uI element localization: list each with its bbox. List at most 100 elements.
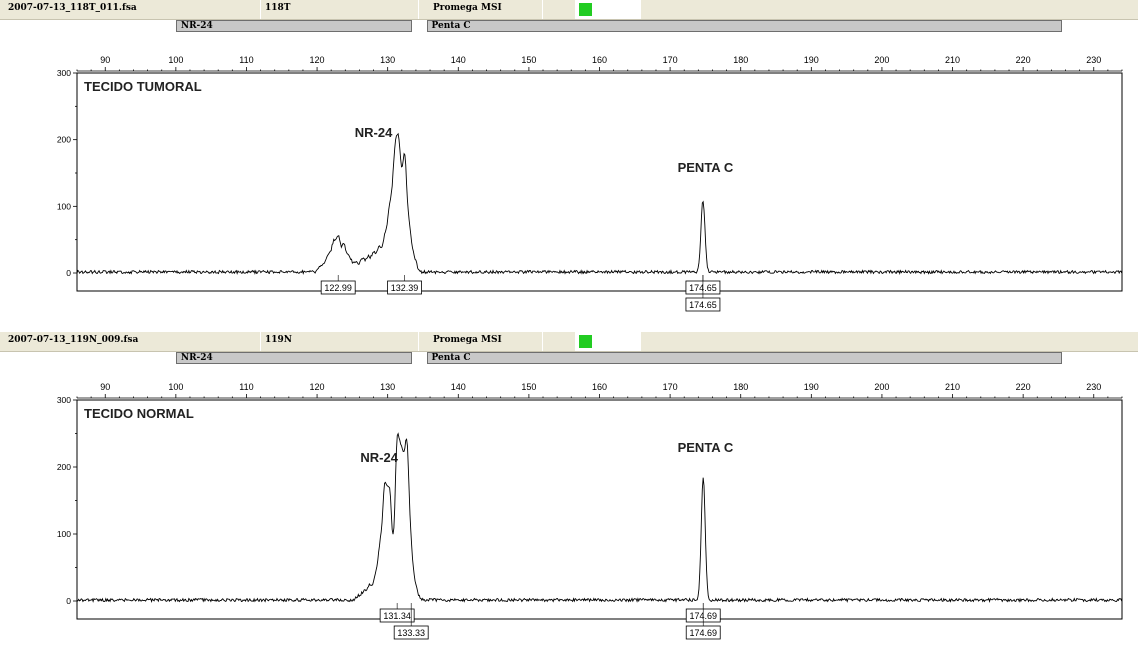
peak-point <box>384 496 386 498</box>
x-tick-label: 210 <box>945 55 960 65</box>
x-tick-label: 230 <box>1086 55 1101 65</box>
x-tick-label: 130 <box>380 382 395 392</box>
status-indicator-icon[interactable] <box>579 335 592 348</box>
x-tick-label: 150 <box>521 382 536 392</box>
allele-call-box[interactable]: 133.33 <box>393 603 429 640</box>
status-indicator-icon[interactable] <box>579 3 592 16</box>
x-tick-label: 160 <box>592 382 607 392</box>
allele-call-frame <box>393 625 429 640</box>
peak-point <box>389 215 391 217</box>
allele-call-box[interactable]: 174.65 <box>685 275 721 312</box>
peak-point <box>398 162 400 164</box>
y-tick-label: 100 <box>57 201 71 211</box>
x-tick-label: 200 <box>874 382 889 392</box>
x-tick-label: 130 <box>380 55 395 65</box>
sample-tissue-label: TECIDO TUMORAL <box>84 79 202 94</box>
sample-header-bar: 2007-07-13_119N_009.fsa 119N Promega MSI <box>0 332 1138 352</box>
plot-frame <box>76 399 1123 620</box>
sample-name-label: 119N <box>265 335 293 345</box>
x-tick-label: 120 <box>310 55 325 65</box>
filename-label: 2007-07-13_119N_009.fsa <box>8 335 139 345</box>
x-tick-label: 140 <box>451 55 466 65</box>
x-tick-label: 170 <box>663 382 678 392</box>
allele-call-box[interactable]: 131.34 <box>379 603 415 623</box>
x-tick-label: 200 <box>874 55 889 65</box>
peak-point <box>409 235 411 237</box>
allele-call-box[interactable]: 132.39 <box>387 275 422 295</box>
allele-call-label: 174.65 <box>689 300 717 310</box>
peak-point <box>343 247 345 249</box>
allele-call-box[interactable]: 122.99 <box>320 275 356 295</box>
sample-header-bar: 2007-07-13_118T_011.fsa 118T Promega MSI <box>0 0 1138 20</box>
x-tick-label: 190 <box>804 382 819 392</box>
y-tick-label: 200 <box>57 135 71 145</box>
electropherogram-trace <box>76 432 1123 603</box>
x-tick-label: 140 <box>451 382 466 392</box>
plot-frame <box>76 72 1123 292</box>
allele-call-frame <box>379 608 415 623</box>
electropherogram-panel-normal: 2007-07-13_119N_009.fsa 119N Promega MSI NR… <box>0 332 1138 652</box>
y-tick-label: 0 <box>66 268 71 278</box>
x-tick-label: 220 <box>1016 55 1031 65</box>
marker-bin-1[interactable]: Penta C <box>426 352 1062 364</box>
x-tick-label: 90 <box>100 55 110 65</box>
peak-point <box>378 249 380 251</box>
marker-bin-0[interactable]: NR-24 <box>175 352 413 364</box>
allele-call-frame <box>685 625 721 640</box>
marker-bin-0[interactable]: NR-24 <box>175 20 413 32</box>
peak-point <box>401 476 403 478</box>
allele-call-box[interactable]: 174.69 <box>685 603 721 640</box>
header-divider <box>260 332 261 351</box>
peak-point <box>374 580 376 582</box>
allele-call-frame <box>387 280 422 295</box>
peak-point <box>361 260 363 262</box>
x-tick-label: 230 <box>1086 382 1101 392</box>
filename-label: 2007-07-13_118T_011.fsa <box>8 3 137 13</box>
x-tick-label: 190 <box>804 55 819 65</box>
peak-point <box>337 239 339 241</box>
x-tick-label: 170 <box>663 55 678 65</box>
header-divider <box>260 0 261 19</box>
pentac-peak-label: PENTA C <box>678 440 734 455</box>
allele-call-frame <box>685 297 721 312</box>
pentac-peak-label: PENTA C <box>678 160 734 175</box>
header-divider <box>418 0 419 19</box>
electropherogram-plot: 90 100 110 120 130 140 150 160 170 180 190 200 210 22… <box>57 55 1123 312</box>
sample-name-label: 118T <box>265 3 291 13</box>
y-tick-label: 300 <box>57 68 71 78</box>
peak-point <box>414 260 416 262</box>
x-tick-label: 160 <box>592 55 607 65</box>
electropherogram-panel-tumor: 2007-07-13_118T_011.fsa 118T Promega MSI NR… <box>0 0 1138 320</box>
allele-call-label: 122.99 <box>324 283 352 293</box>
panel-name-label: Promega MSI <box>433 3 502 13</box>
x-tick-label: 150 <box>521 55 536 65</box>
nr24-peak-label: NR-24 <box>360 450 398 465</box>
x-tick-label: 120 <box>310 382 325 392</box>
y-tick-label: 0 <box>66 596 71 606</box>
peak-point <box>394 172 396 174</box>
peak-point <box>332 245 334 247</box>
y-tick-label: 300 <box>57 395 71 405</box>
y-tick-label: 200 <box>57 462 71 472</box>
marker-bin-1[interactable]: Penta C <box>426 20 1062 32</box>
peak-point <box>384 240 386 242</box>
electropherogram-trace <box>76 132 1123 275</box>
x-tick-label: 180 <box>733 382 748 392</box>
peak-point <box>379 553 381 555</box>
allele-call-label: 132.39 <box>391 283 419 293</box>
peak-point <box>415 590 417 592</box>
x-tick-label: 210 <box>945 382 960 392</box>
header-divider <box>418 332 419 351</box>
x-tick-label: 220 <box>1016 382 1031 392</box>
x-tick-label: 110 <box>239 55 253 65</box>
allele-call-label: 131.34 <box>383 611 411 621</box>
y-tick-label: 100 <box>57 529 71 539</box>
allele-call-label: 133.33 <box>397 628 425 638</box>
peak-point <box>410 560 412 562</box>
sample-tissue-label: TECIDO NORMAL <box>84 406 194 421</box>
x-tick-label: 180 <box>733 55 748 65</box>
header-divider <box>542 332 543 351</box>
x-tick-label: 110 <box>239 382 253 392</box>
electropherogram-plot: 90 100 110 120 130 140 150 160 170 180 190 200 210 22… <box>57 382 1123 640</box>
allele-call-label: 174.69 <box>689 628 717 638</box>
